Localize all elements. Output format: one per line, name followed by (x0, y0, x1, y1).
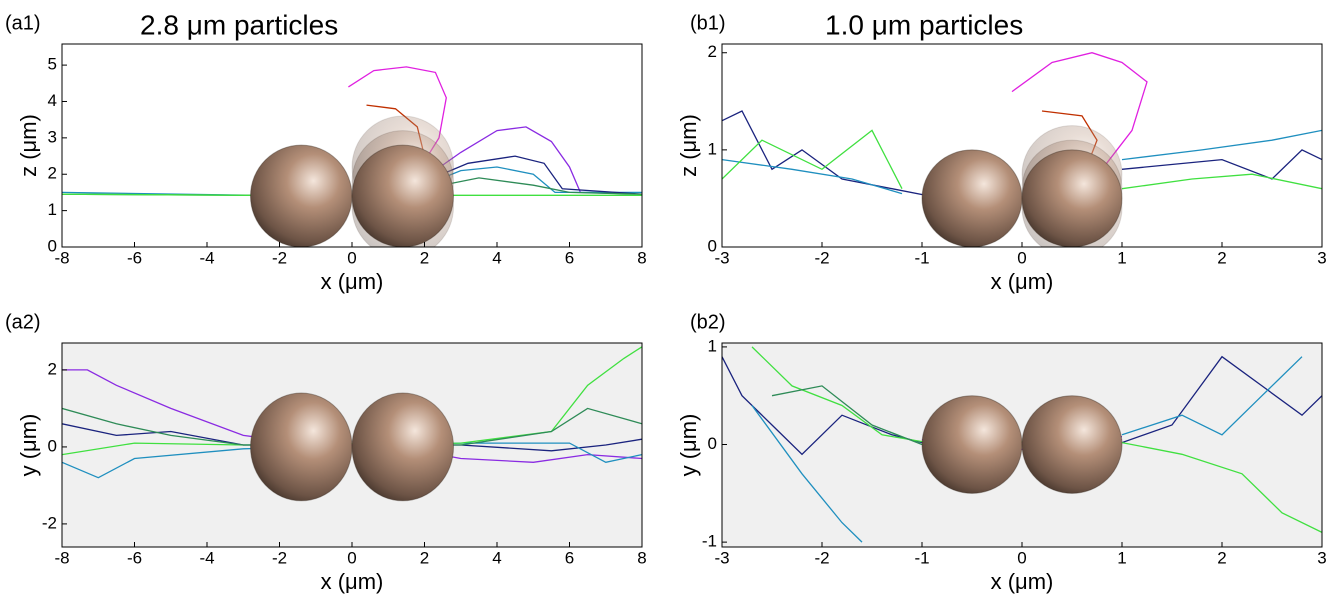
trajectory (751, 356, 1303, 543)
x-tick-label: 1 (1117, 548, 1126, 567)
x-tick-label: 2 (420, 548, 429, 567)
y-tick-label: 2 (48, 164, 57, 183)
sphere (250, 144, 353, 247)
plot-background (722, 44, 1322, 247)
y-tick-label: 5 (48, 55, 57, 74)
plot-area (62, 66, 642, 247)
x-tick-label: -1 (914, 548, 929, 567)
y-axis-label: z (μm) (676, 114, 701, 177)
y-tick-label: 0 (48, 436, 57, 455)
x-tick-label: -4 (199, 548, 214, 567)
x-tick-label: 8 (637, 248, 646, 267)
x-tick-label: 4 (492, 548, 501, 567)
trajectory (1011, 52, 1148, 170)
x-tick-label: 2 (1217, 248, 1226, 267)
x-tick-label: 0 (1017, 248, 1026, 267)
x-axis-label: x (μm) (321, 569, 384, 594)
sphere (1021, 149, 1123, 247)
trajectory (722, 355, 1322, 456)
y-tick-label: 0 (708, 236, 717, 255)
y-tick-label: 1 (708, 139, 717, 158)
y-tick-label: 3 (48, 127, 57, 146)
x-tick-label: -2 (814, 248, 829, 267)
sphere (1021, 395, 1123, 494)
x-tick-label: 8 (637, 548, 646, 567)
y-tick-label: 0 (708, 434, 717, 453)
x-tick-label: 4 (492, 248, 501, 267)
sphere (921, 149, 1023, 247)
panel-title: 2.8 μm particles (140, 9, 338, 40)
x-tick-label: -8 (54, 548, 69, 567)
plot-background (62, 44, 642, 247)
y-axis-label: y (μm) (16, 414, 41, 477)
x-tick-label: -2 (272, 248, 287, 267)
x-tick-label: 0 (347, 548, 356, 567)
x-axis-label: x (μm) (991, 269, 1054, 294)
trajectory (722, 129, 1322, 190)
plot-background (722, 343, 1322, 547)
x-tick-label: 6 (565, 548, 574, 567)
panel-label: (b2) (690, 311, 726, 333)
trajectory (771, 385, 923, 446)
y-tick-label: -2 (42, 513, 57, 532)
sphere (351, 144, 454, 247)
trajectory (722, 129, 1322, 195)
x-tick-label: 6 (565, 248, 574, 267)
panel: -8 -6 -4 -2 0 2 4 6 8 0 1 2 3 4 5 x (μm) z (μm) (a1) 2.8 μ… (5, 9, 647, 293)
y-axis-label: z (μm) (16, 114, 41, 177)
x-tick-label: 0 (347, 248, 356, 267)
y-tick-label: 4 (48, 91, 57, 110)
panel: -3 -2 -1 0 1 2 3 -1 0 1 x (μm) y (μm) (b2) (676, 311, 1327, 594)
y-tick-label: 1 (708, 336, 717, 355)
trajectory (424, 126, 642, 195)
x-tick-label: -2 (272, 548, 287, 567)
plot-area (62, 346, 642, 502)
y-tick-label: 2 (48, 359, 57, 378)
x-axis-label: x (μm) (321, 269, 384, 294)
x-tick-label: 2 (1217, 548, 1226, 567)
sphere (250, 392, 353, 502)
panel-title: 1.0 μm particles (825, 9, 1023, 40)
sphere (351, 392, 454, 502)
y-tick-label: 1 (48, 200, 57, 219)
x-tick-label: -6 (127, 548, 142, 567)
y-tick-label: 2 (708, 42, 717, 61)
panel-label: (a1) (5, 12, 41, 34)
sphere (921, 395, 1023, 494)
y-tick-label: 0 (48, 236, 57, 255)
x-tick-label: 0 (1017, 548, 1026, 567)
panel: -8 -6 -4 -2 0 2 4 6 8 -2 0 2 x (μm) y (μm) (a2) (5, 311, 647, 594)
x-tick-label: 1 (1117, 248, 1126, 267)
x-axis-label: x (μm) (991, 569, 1054, 594)
y-tick-label: -1 (702, 532, 717, 551)
x-tick-label: -4 (199, 248, 214, 267)
x-tick-label: 2 (420, 248, 429, 267)
panel: -3 -2 -1 0 1 2 3 0 1 2 x (μm) z (μm) (b1) 1.0 μm part… (676, 9, 1327, 293)
trajectory (62, 346, 642, 456)
plot-area (722, 52, 1322, 247)
x-tick-label: 3 (1317, 548, 1326, 567)
plot-area (722, 346, 1322, 543)
panel-label: (b1) (690, 12, 726, 34)
x-tick-label: -8 (54, 248, 69, 267)
panel-label: (a2) (5, 311, 41, 333)
x-tick-label: -3 (714, 548, 729, 567)
x-tick-label: 3 (1317, 248, 1326, 267)
x-tick-label: -1 (914, 248, 929, 267)
y-axis-label: y (μm) (676, 414, 701, 477)
x-tick-label: -2 (814, 548, 829, 567)
x-tick-label: -3 (714, 248, 729, 267)
x-tick-label: -6 (127, 248, 142, 267)
trajectory (424, 155, 642, 195)
